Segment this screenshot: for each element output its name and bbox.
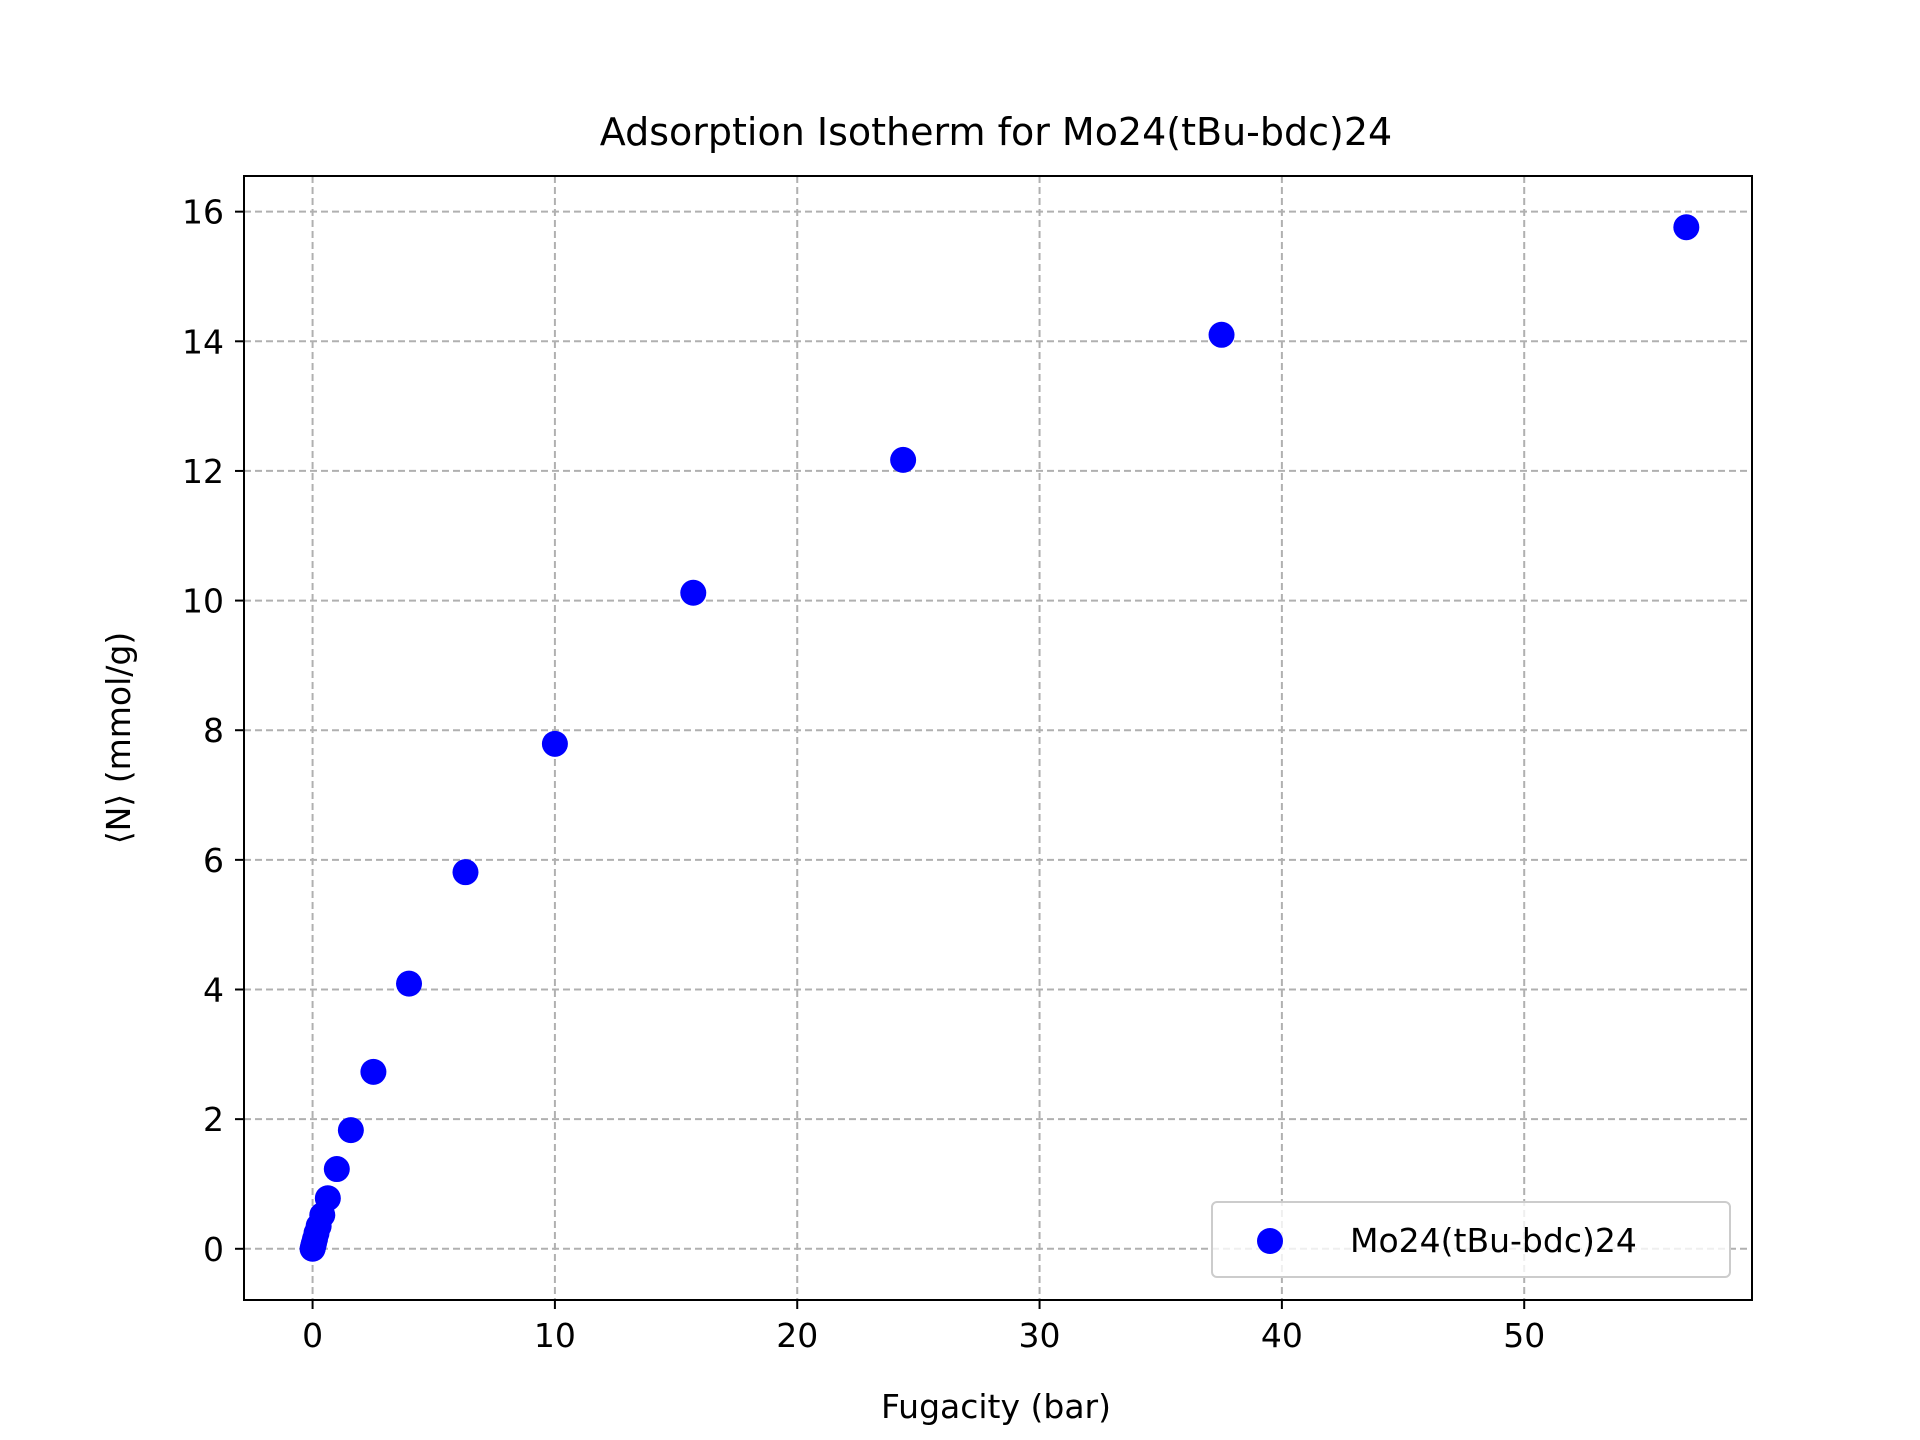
legend: Mo24(tBu-bdc)24 bbox=[1211, 1201, 1731, 1278]
y-tick-label: 14 bbox=[182, 322, 224, 361]
y-tick-label: 10 bbox=[182, 582, 224, 621]
data-point bbox=[323, 1156, 350, 1183]
data-point bbox=[452, 859, 479, 886]
y-tick-label: 12 bbox=[182, 452, 224, 491]
x-tick-label: 50 bbox=[1503, 1316, 1545, 1355]
data-point bbox=[396, 970, 423, 997]
data-point bbox=[1673, 214, 1700, 241]
data-point bbox=[890, 446, 917, 473]
x-tick-label: 0 bbox=[302, 1316, 323, 1355]
plot-frame bbox=[243, 175, 1753, 1301]
y-tick-label: 6 bbox=[203, 841, 224, 880]
data-point bbox=[1208, 321, 1235, 348]
x-tick-label: 10 bbox=[534, 1316, 576, 1355]
x-axis-ticks: 0 10 20 30 40 50 bbox=[302, 1300, 1545, 1355]
legend-box bbox=[1211, 1201, 1731, 1278]
x-tick-label: 40 bbox=[1261, 1316, 1303, 1355]
data-point bbox=[314, 1185, 341, 1212]
x-tick-label: 30 bbox=[1019, 1316, 1061, 1355]
y-tick-label: 4 bbox=[203, 971, 224, 1010]
grid bbox=[244, 176, 1752, 1300]
data-points bbox=[299, 214, 1700, 1262]
x-tick-label: 20 bbox=[776, 1316, 818, 1355]
chart-title: Adsorption Isotherm for Mo24(tBu-bdc)24 bbox=[600, 110, 1392, 154]
y-tick-label: 8 bbox=[203, 711, 224, 750]
data-point bbox=[541, 730, 568, 757]
y-tick-label: 2 bbox=[203, 1100, 224, 1139]
x-axis-label: Fugacity (bar) bbox=[881, 1387, 1111, 1426]
y-tick-label: 16 bbox=[182, 193, 224, 232]
y-axis-ticks: 0 2 4 6 8 10 12 14 16 bbox=[182, 193, 244, 1269]
data-point bbox=[337, 1117, 364, 1144]
data-point bbox=[680, 579, 707, 606]
legend-label: Mo24(tBu-bdc)24 bbox=[1350, 1221, 1637, 1260]
y-axis-label: ⟨N⟩ (mmol/g) bbox=[99, 632, 138, 844]
data-point bbox=[360, 1058, 387, 1085]
legend-marker bbox=[1257, 1228, 1283, 1254]
y-tick-label: 0 bbox=[203, 1230, 224, 1269]
